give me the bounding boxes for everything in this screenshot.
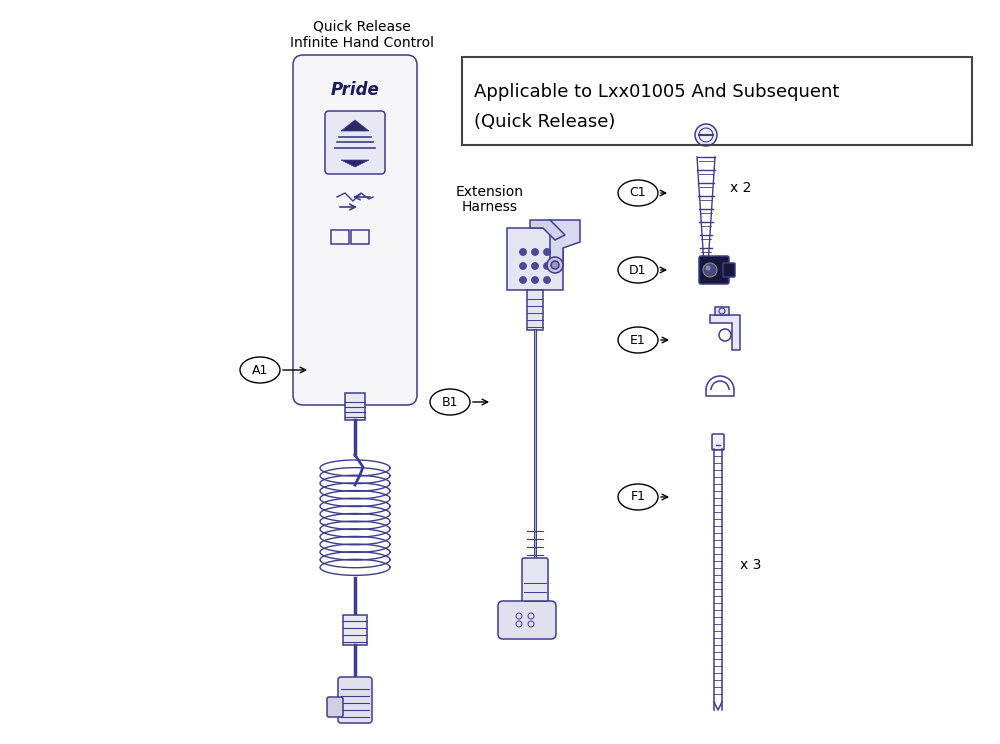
- Text: x 2: x 2: [730, 181, 751, 195]
- Polygon shape: [341, 160, 369, 167]
- Circle shape: [703, 263, 717, 277]
- FancyBboxPatch shape: [327, 697, 343, 717]
- Circle shape: [532, 248, 538, 255]
- Circle shape: [520, 263, 526, 269]
- Bar: [331, 230, 349, 244]
- FancyBboxPatch shape: [712, 434, 724, 450]
- Bar: [715, 307, 729, 315]
- FancyBboxPatch shape: [522, 558, 548, 607]
- FancyBboxPatch shape: [723, 263, 735, 277]
- FancyBboxPatch shape: [338, 677, 372, 723]
- Text: Extension: Extension: [456, 185, 524, 199]
- Circle shape: [544, 263, 550, 269]
- Polygon shape: [530, 220, 565, 240]
- Text: D1: D1: [629, 263, 647, 277]
- Circle shape: [532, 277, 538, 283]
- Text: F1: F1: [631, 490, 646, 504]
- Circle shape: [547, 257, 563, 273]
- Polygon shape: [341, 120, 369, 131]
- Polygon shape: [710, 315, 740, 350]
- Circle shape: [544, 248, 550, 255]
- Bar: [343, 615, 367, 645]
- Circle shape: [532, 263, 538, 269]
- Text: Quick Release: Quick Release: [313, 20, 411, 34]
- Bar: [345, 393, 365, 420]
- Text: Harness: Harness: [462, 200, 518, 214]
- Circle shape: [544, 277, 550, 283]
- Bar: [507, 228, 563, 290]
- FancyBboxPatch shape: [325, 111, 385, 174]
- Text: C1: C1: [630, 187, 646, 199]
- Text: Applicable to Lxx01005 And Subsequent: Applicable to Lxx01005 And Subsequent: [474, 83, 839, 101]
- Bar: [351, 230, 369, 244]
- Circle shape: [706, 266, 710, 271]
- Text: Pride: Pride: [331, 81, 379, 99]
- Text: x 3: x 3: [740, 558, 761, 572]
- Bar: [462, 57, 972, 145]
- Circle shape: [520, 248, 526, 255]
- FancyBboxPatch shape: [699, 256, 729, 284]
- Circle shape: [695, 124, 717, 146]
- Text: A1: A1: [252, 364, 268, 376]
- FancyBboxPatch shape: [498, 601, 556, 639]
- Circle shape: [551, 261, 559, 269]
- Text: B1: B1: [442, 396, 458, 408]
- Circle shape: [520, 277, 526, 283]
- Text: Infinite Hand Control: Infinite Hand Control: [290, 36, 434, 50]
- Bar: [527, 290, 543, 330]
- Polygon shape: [550, 220, 580, 265]
- FancyBboxPatch shape: [293, 55, 417, 405]
- Text: (Quick Release): (Quick Release): [474, 113, 615, 131]
- Text: E1: E1: [630, 333, 646, 347]
